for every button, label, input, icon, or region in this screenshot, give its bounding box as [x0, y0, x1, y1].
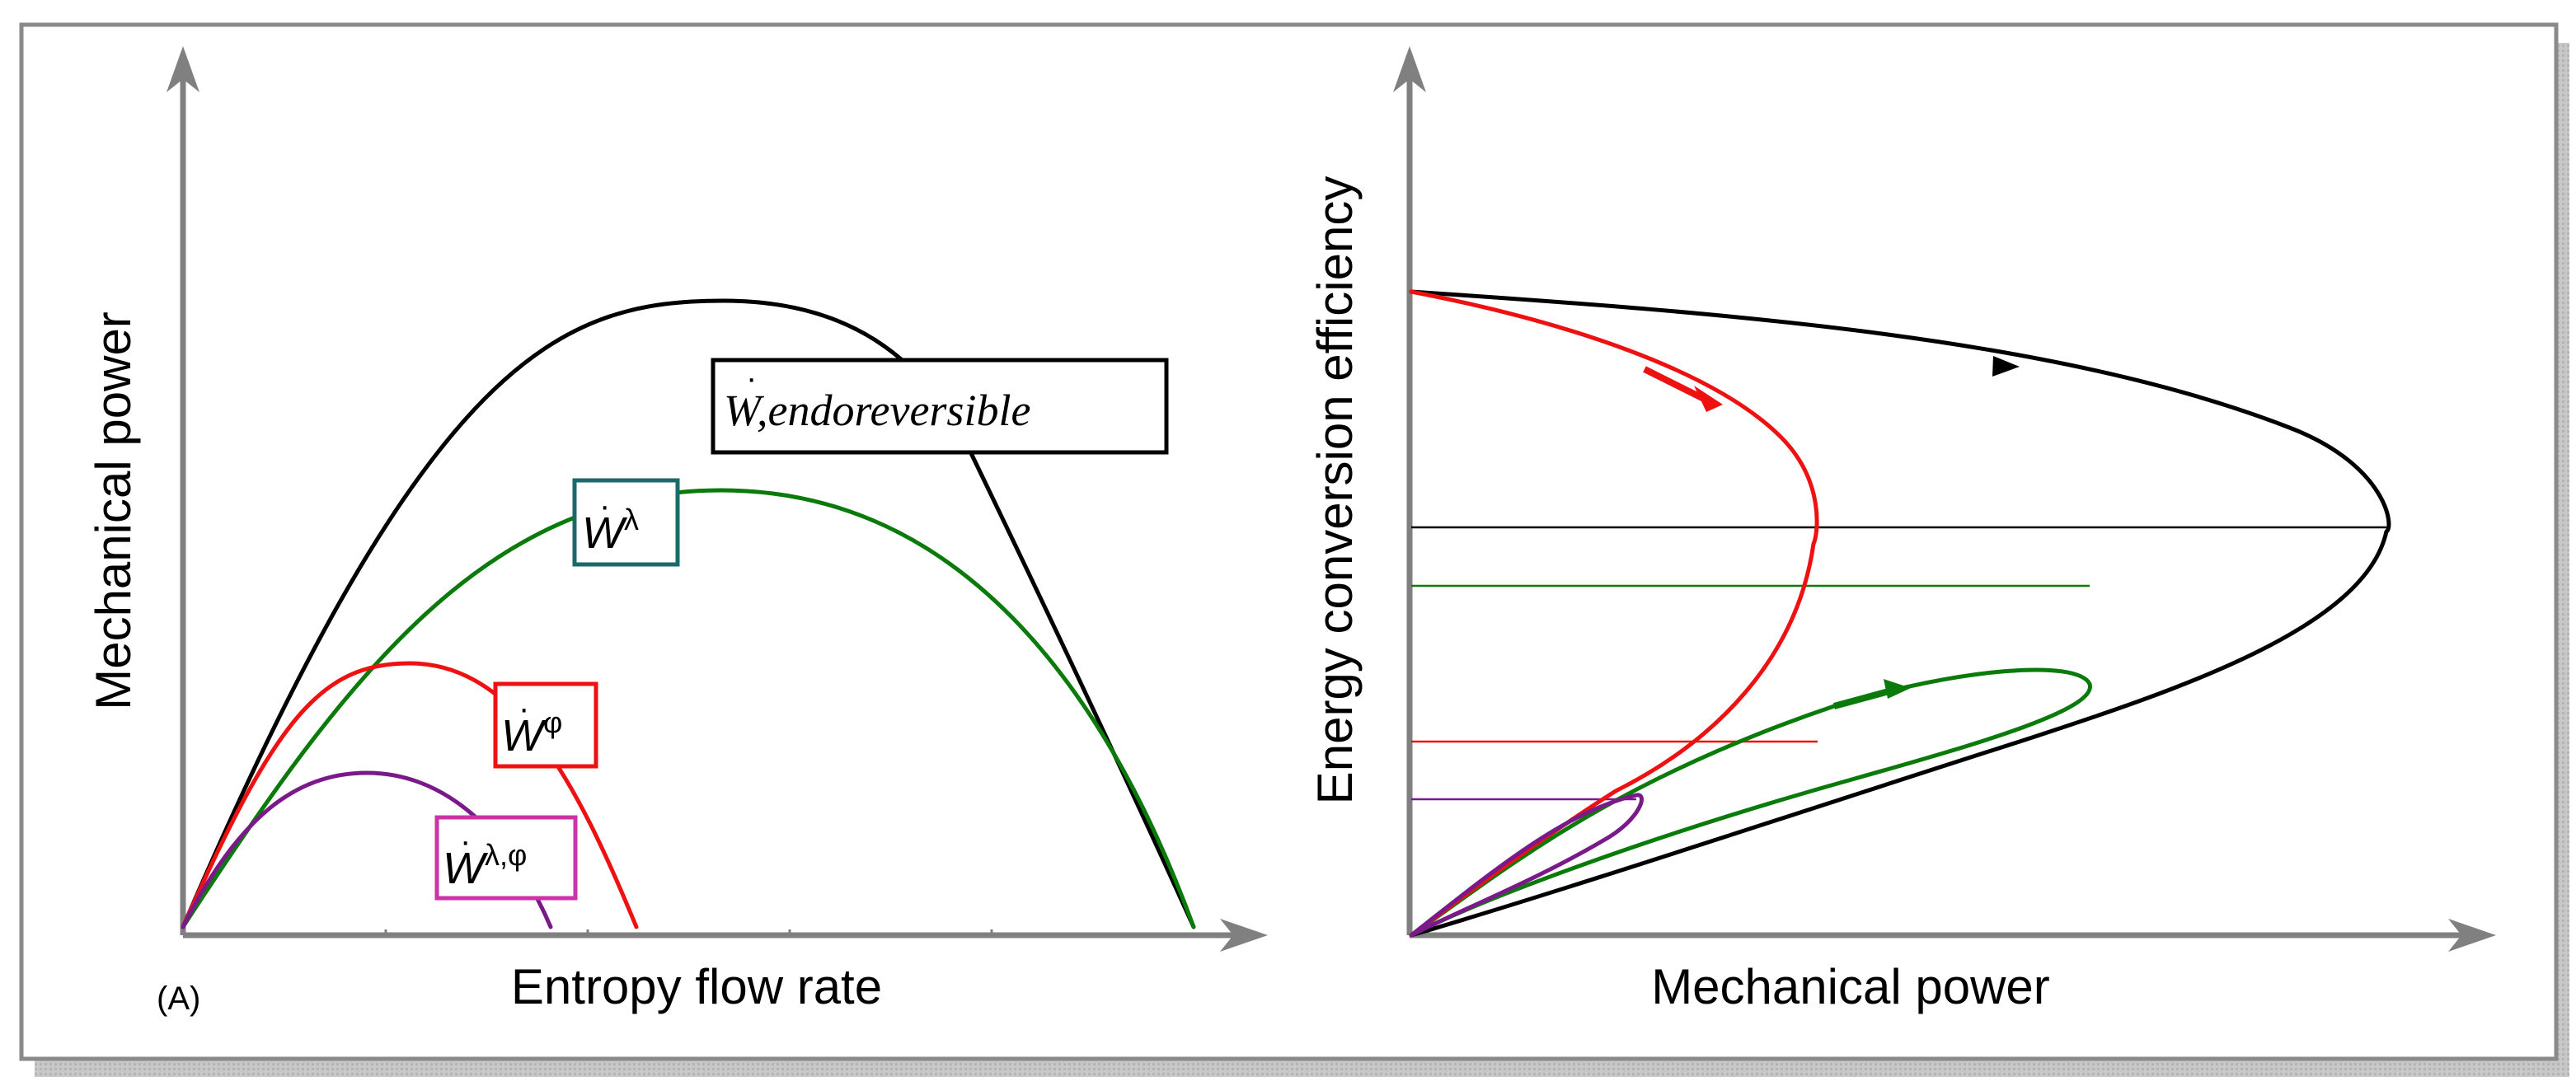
- panel-a-x-arrowhead: [1220, 919, 1268, 952]
- panel-a-x-axis-label: Entropy flow rate: [511, 959, 882, 1014]
- label-lambda-phi-dot: ·: [460, 823, 471, 859]
- label-endoreversible: W,endoreversible: [724, 386, 1030, 435]
- label-lambda-phi: Wλ,φ: [443, 838, 527, 893]
- panel-a-y-arrowhead: [167, 46, 199, 92]
- panel-b-x-arrowhead: [2448, 919, 2496, 952]
- label-box-lambda: [572, 478, 680, 567]
- panel-b-x-axis-label: Mechanical power: [1651, 959, 2050, 1014]
- curve-phi: [181, 661, 639, 929]
- panel-a: · W,endoreversible · Wλ · Wφ · Wλ,φ (A) …: [86, 46, 1268, 1017]
- label-lambda-w: W: [582, 508, 628, 558]
- label-lambda-dot: ·: [599, 488, 610, 524]
- panel-b-y-axis-label: Energy conversion efficiency: [1307, 176, 1363, 805]
- label-phi-w: W: [501, 711, 547, 761]
- loop-endoreversible: [1409, 289, 2391, 938]
- label-phi-sup: φ: [543, 705, 562, 739]
- label-box-lambda-phi: [434, 815, 578, 901]
- panel-a-label: (A): [157, 981, 200, 1017]
- label-endoreversible-dot: ·: [746, 360, 757, 396]
- panel-b-y-arrowhead: [1393, 46, 1426, 92]
- label-phi-dot: ·: [518, 690, 529, 727]
- label-lambda-phi-w: W: [443, 844, 489, 893]
- label-lambda: Wλ: [582, 503, 639, 558]
- curve-lambda: [181, 488, 1196, 929]
- arrow-phi-shaft: [1643, 366, 1712, 405]
- frame: [19, 22, 2559, 1061]
- arrow-endoreversible: [1992, 356, 2020, 377]
- curve-endoreversible: [181, 298, 1196, 929]
- label-lambda-phi-sup: λ,φ: [485, 838, 527, 872]
- panel-b: Mechanical power Energy conversion effic…: [1307, 46, 2496, 1014]
- label-box-endoreversible: [711, 358, 1169, 455]
- label-phi: Wφ: [501, 705, 562, 761]
- label-box-phi: [493, 681, 598, 769]
- panel-a-ticks: [384, 929, 993, 935]
- arrow-lambda-shaft: [1832, 687, 1893, 709]
- label-lambda-sup: λ: [624, 503, 639, 536]
- loop-lambda-phi: [1409, 793, 1644, 938]
- panel-a-y-axis-label: Mechanical power: [86, 311, 141, 710]
- label-endoreversible-text: ,endoreversible: [757, 386, 1030, 435]
